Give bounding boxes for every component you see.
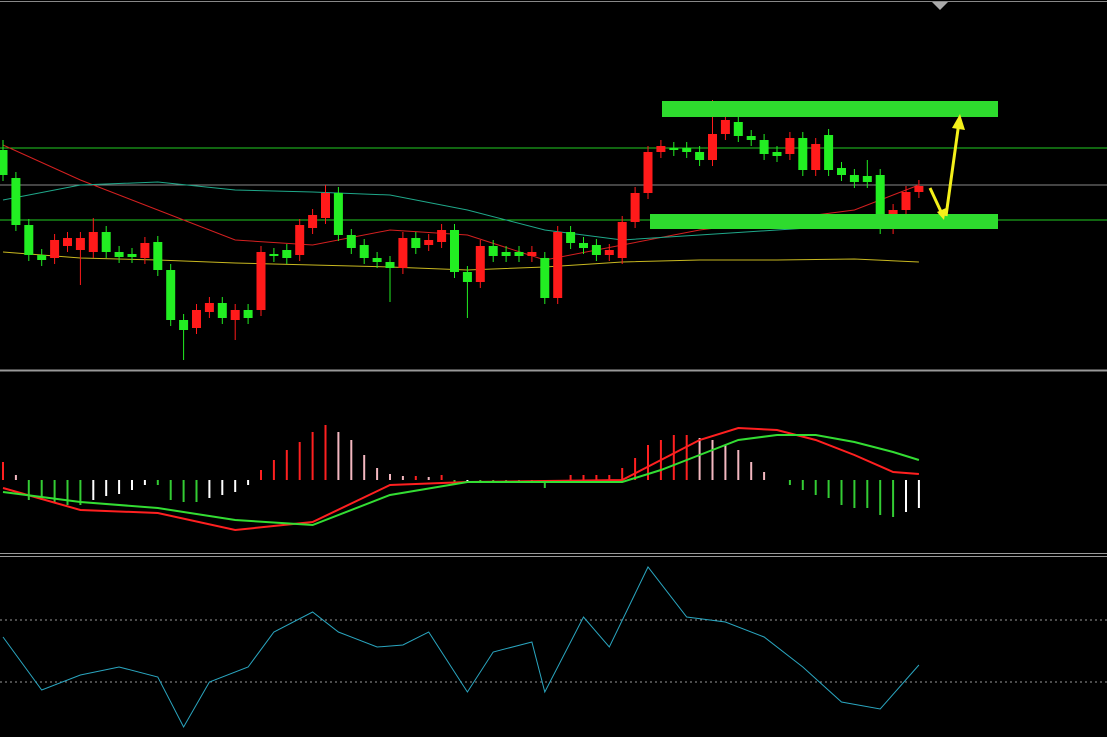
candle-body	[591, 245, 601, 255]
candle-body	[682, 148, 692, 152]
candle-body	[837, 168, 846, 175]
candle-body	[785, 138, 795, 154]
candle-body	[630, 193, 640, 222]
candle-body	[914, 186, 924, 192]
candle-body	[166, 270, 176, 320]
candle-body	[398, 238, 408, 268]
candle-body	[849, 175, 859, 182]
candle-body	[153, 242, 163, 270]
candle-body	[798, 138, 808, 170]
candle-body	[269, 254, 279, 256]
candle-body	[424, 240, 434, 245]
candle-body	[772, 152, 782, 156]
candle-body	[50, 240, 60, 258]
candle-body	[372, 258, 382, 262]
candle-body	[63, 238, 72, 246]
candle-body	[0, 150, 8, 175]
candle-body	[140, 243, 150, 258]
candle-body	[566, 232, 576, 243]
candle-body	[192, 310, 201, 328]
candle-body	[204, 303, 214, 312]
candle-body	[862, 176, 872, 182]
candle-body	[346, 235, 356, 248]
plot	[0, 100, 1107, 729]
candle-body	[437, 230, 447, 242]
candle-body	[179, 320, 189, 330]
candle-body	[475, 246, 485, 282]
candle-body	[514, 252, 524, 256]
resistance-zone	[662, 101, 998, 117]
candle-body	[553, 232, 563, 298]
indicator-line	[2, 426, 919, 532]
candle-body	[114, 252, 124, 257]
candle-body	[295, 225, 305, 255]
candle-body	[695, 152, 705, 160]
candle-body	[282, 250, 292, 258]
candle-body	[411, 238, 421, 248]
candle-body	[708, 134, 717, 160]
candle-body	[385, 262, 395, 268]
indicator-line	[2, 181, 919, 241]
candle-body	[643, 152, 653, 193]
arrow	[944, 121, 961, 217]
candle-body	[540, 258, 550, 298]
candle-body	[901, 192, 911, 210]
candle-body	[359, 245, 369, 258]
candle-body	[811, 144, 821, 170]
arrow-head	[937, 208, 946, 220]
candle-body	[759, 140, 769, 154]
candle-body	[24, 225, 34, 255]
candle-body	[669, 148, 679, 150]
candle-body	[230, 310, 240, 320]
candle-body	[462, 272, 472, 282]
candle-body	[256, 252, 266, 310]
candle-body	[579, 243, 588, 248]
candle-body	[604, 250, 614, 255]
candle-body	[824, 135, 834, 170]
candle-body	[656, 146, 666, 152]
candle-body	[617, 222, 627, 258]
candle-body	[75, 238, 85, 250]
candle-body	[88, 232, 98, 252]
marker	[932, 2, 948, 10]
candle-body	[746, 136, 756, 140]
candle-body	[37, 255, 47, 260]
candle-body	[11, 178, 21, 225]
candle-body	[321, 193, 330, 218]
candle-body	[101, 232, 111, 252]
support-zone	[650, 214, 998, 229]
candle-body	[501, 252, 511, 256]
candle-body	[127, 254, 137, 257]
candle-body	[720, 120, 730, 134]
candle-body	[217, 303, 227, 318]
candle-body	[243, 310, 253, 318]
candle-body	[450, 230, 459, 272]
indicator-line	[2, 566, 920, 729]
candle-body	[875, 175, 885, 215]
indicator-line	[2, 434, 920, 527]
candle-body	[308, 215, 318, 228]
candle-body	[333, 193, 343, 235]
arrow-head	[952, 114, 965, 130]
candle-body	[733, 122, 743, 136]
candle-body	[527, 252, 537, 256]
candle-body	[488, 246, 498, 256]
